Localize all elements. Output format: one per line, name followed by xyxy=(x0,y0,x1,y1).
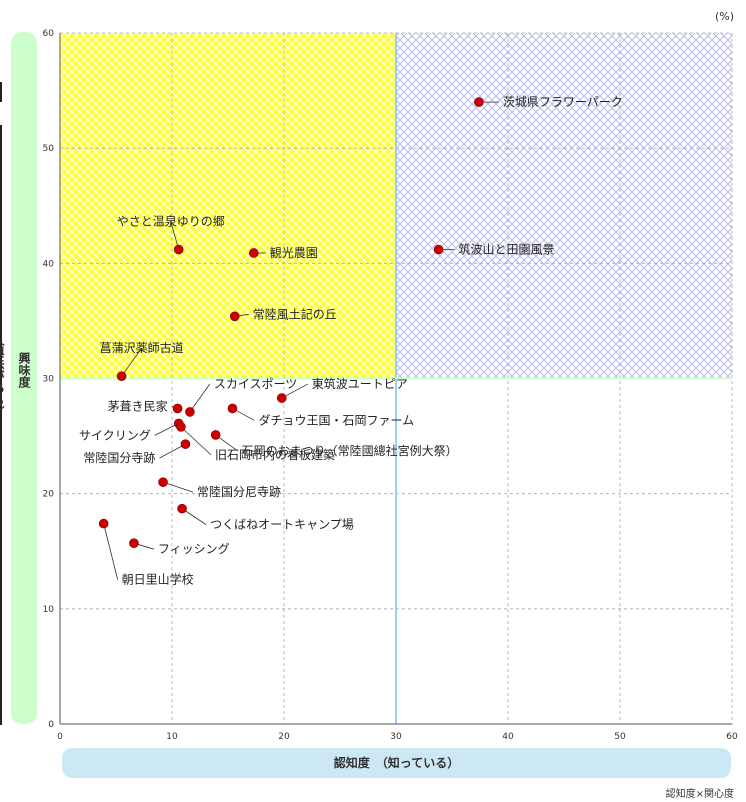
leader-line xyxy=(180,426,212,456)
y-tick-label: 0 xyxy=(48,720,54,730)
y-tick-label: 30 xyxy=(43,375,55,385)
quadrant-top-right xyxy=(396,33,732,379)
leader-line xyxy=(281,383,308,399)
leader-line xyxy=(103,523,119,580)
point-label: 筑波山と田園風景 xyxy=(459,242,555,257)
point-label: つくばねオートキャンプ場 xyxy=(210,518,354,532)
quadrant-fills xyxy=(60,33,732,379)
leader-line xyxy=(170,221,180,250)
left-edge-mark xyxy=(0,125,2,725)
y-tick-label: 50 xyxy=(43,144,55,154)
data-point xyxy=(433,244,444,255)
y-tick-label: 40 xyxy=(43,259,55,269)
x-tick-label: 40 xyxy=(502,732,514,742)
point-label: 常陸国分寺跡 xyxy=(83,450,155,465)
leader-line xyxy=(162,481,194,493)
axes xyxy=(59,33,732,725)
y-axis-label-box: 興味度 （興味がある） xyxy=(0,32,37,724)
point-label: 旧石岡市内の看板建築 xyxy=(215,447,335,462)
data-point xyxy=(227,403,238,414)
x-tick-label: 30 xyxy=(390,732,402,742)
data-point xyxy=(248,248,259,258)
x-axis-label: 認知度 （知っている） xyxy=(62,748,731,778)
quadrant-top-left xyxy=(60,33,396,379)
y-axis-label-sub: （興味がある） xyxy=(0,334,5,418)
point-label: ダチョウ王国・石岡ファーム xyxy=(258,412,414,427)
y-axis-label-main: 興味度 xyxy=(17,352,31,388)
data-point xyxy=(276,393,287,403)
tick-labels: 0 10 20 30 40 50 60 0 10 20 30 40 50 60 xyxy=(43,29,738,742)
point-label: 茨城県フラワーパーク xyxy=(503,95,623,109)
data-point xyxy=(98,518,109,529)
y-tick-label: 20 xyxy=(43,490,55,500)
point-label: やさと温泉ゆりの郷 xyxy=(117,215,225,229)
point-label: 常陸風土記の丘 xyxy=(253,306,337,321)
leader-line xyxy=(181,508,207,525)
leader-line xyxy=(121,347,142,377)
point-label: 観光農園 xyxy=(270,246,318,260)
y-tick-label: 10 xyxy=(43,605,55,615)
point-label: 石岡のおまつり（常陸國總社宮例大祭） xyxy=(242,443,458,458)
y-axis-label: 興味度 （興味がある） xyxy=(0,322,37,418)
data-point xyxy=(229,311,240,322)
quadrant-split-lines xyxy=(60,33,732,724)
y-tick-label: 60 xyxy=(43,29,55,39)
data-point xyxy=(158,477,168,487)
x-tick-label: 50 xyxy=(614,732,626,742)
data-point xyxy=(180,439,191,449)
point-label: 東筑波ユートピア xyxy=(312,376,408,391)
point-label: サイクリング xyxy=(79,428,151,442)
x-tick-label: 10 xyxy=(166,732,178,742)
footnote: 認知度×関心度 xyxy=(665,789,734,800)
unit-label: (%) xyxy=(714,10,734,23)
x-tick-label: 0 xyxy=(57,732,63,742)
x-tick-label: 60 xyxy=(726,732,738,742)
x-tick-label: 20 xyxy=(278,732,290,742)
point-label: 茅葺き民家 xyxy=(108,398,168,413)
data-point xyxy=(474,97,484,107)
data-point xyxy=(116,371,127,381)
leader-line xyxy=(159,443,186,459)
data-point xyxy=(172,403,183,414)
point-label: フィッシング xyxy=(158,542,230,556)
point-label: 朝日里山学校 xyxy=(122,572,194,587)
point-label: スカイスポーツ xyxy=(214,377,297,391)
data-point xyxy=(177,503,187,514)
left-edge-mark xyxy=(0,82,2,102)
point-label: 常陸国分尼寺跡 xyxy=(197,484,281,499)
point-label: 菖蒲沢薬師古道 xyxy=(100,340,184,355)
data-point xyxy=(210,430,221,440)
leader-line xyxy=(189,383,211,413)
data-point xyxy=(176,422,186,432)
data-point xyxy=(185,407,195,417)
data-point xyxy=(173,244,184,255)
data-point xyxy=(129,538,139,548)
